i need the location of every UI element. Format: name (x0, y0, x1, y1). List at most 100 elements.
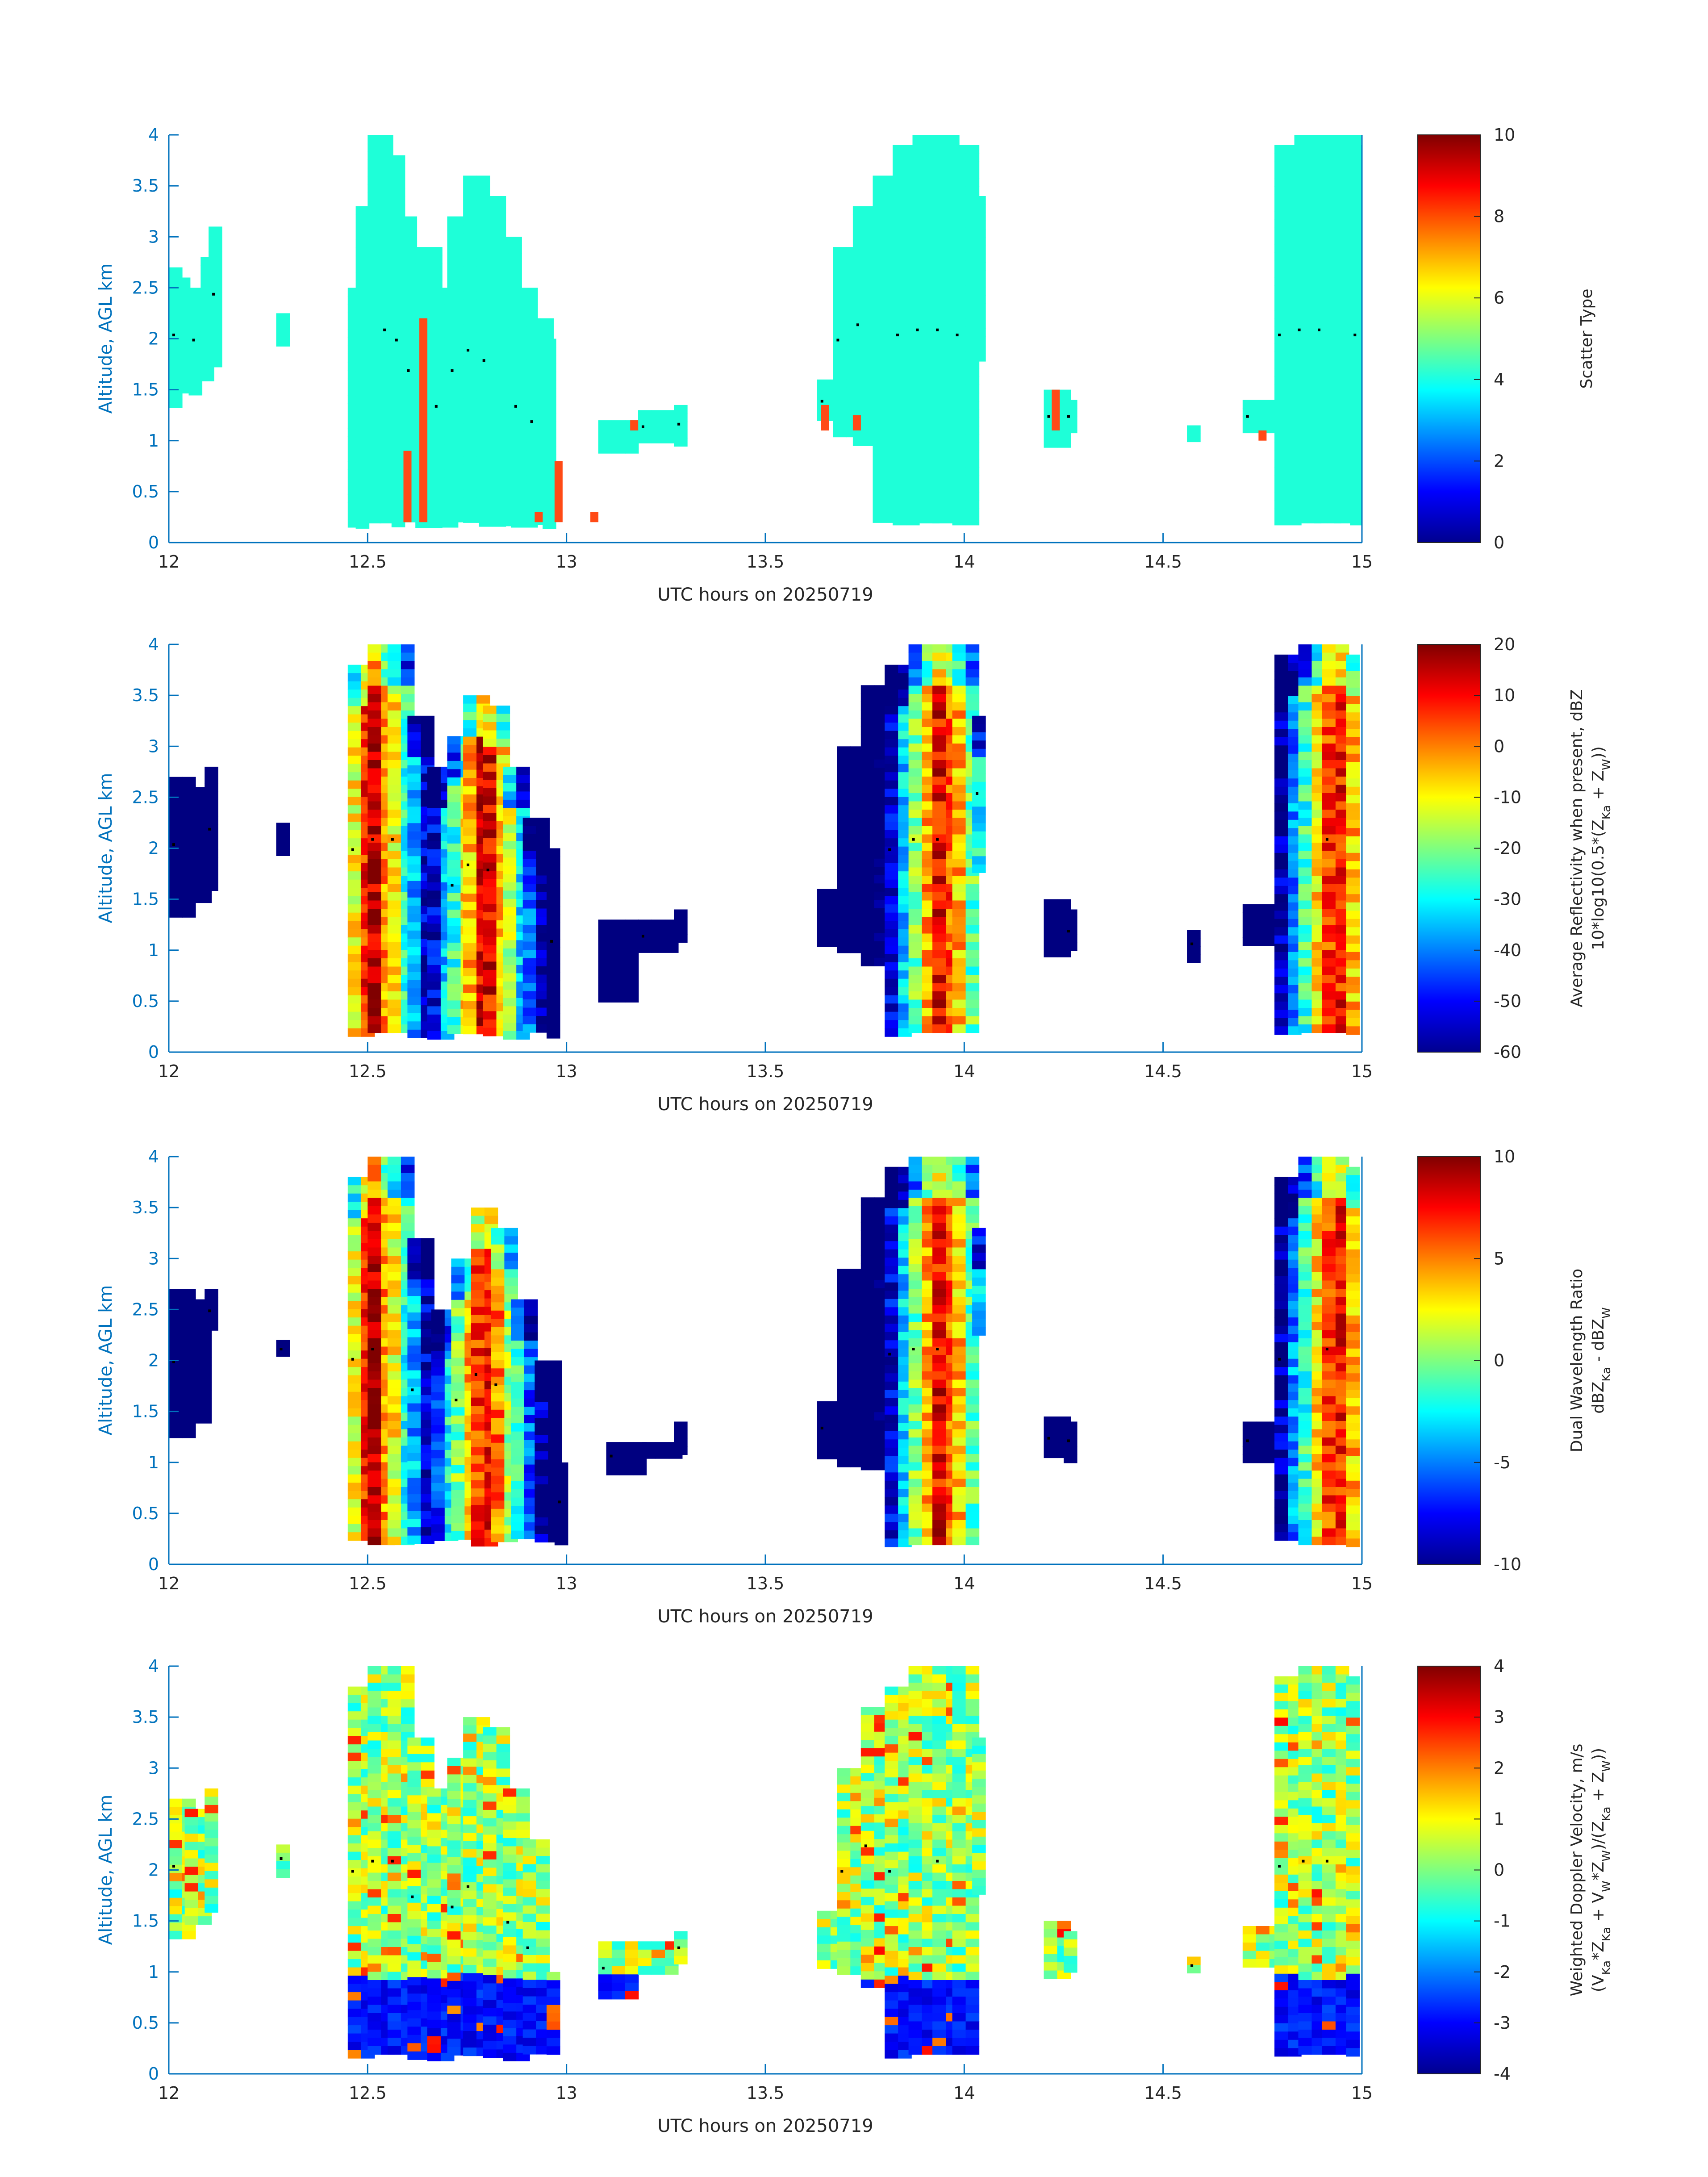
heatmap-cell (367, 892, 381, 901)
heatmap-cell (526, 500, 541, 509)
heatmap-cell (932, 917, 946, 926)
heatmap-cell (1314, 482, 1328, 491)
heatmap-cell (169, 859, 183, 868)
heatmap-cell (1311, 925, 1326, 934)
heatmap-cell (548, 1393, 562, 1402)
heatmap-cell (176, 327, 191, 336)
heatmap-cell (922, 727, 936, 736)
heatmap-cell (355, 288, 370, 297)
heatmap-cell (1334, 284, 1348, 292)
heatmap-cell (387, 1264, 401, 1273)
heatmap-cell (463, 786, 477, 795)
heatmap-cell (922, 983, 936, 992)
heatmap-cell (1294, 201, 1308, 210)
heatmap-cell (912, 490, 927, 499)
heatmap-cell (347, 689, 362, 698)
heatmap-cell (1274, 819, 1288, 828)
heatmap-cell (873, 497, 887, 506)
heatmap-cell (874, 751, 888, 760)
precip-dot (451, 884, 454, 887)
heatmap-cell (447, 266, 461, 275)
heatmap-cell (972, 295, 986, 304)
heatmap-cell (169, 399, 183, 408)
heatmap-cell (952, 161, 966, 170)
heatmap-cell (1274, 475, 1288, 484)
heatmap-cell (524, 1349, 538, 1358)
heatmap-cell (1322, 744, 1336, 752)
heatmap-cell (1350, 442, 1362, 451)
heatmap-cell (169, 1363, 183, 1372)
precip-dot (1353, 334, 1357, 337)
heatmap-cell (522, 818, 537, 827)
heatmap-cell (471, 1257, 485, 1266)
precip-dot (395, 338, 398, 342)
heatmap-cell (536, 991, 550, 1000)
heatmap-cell (885, 714, 898, 723)
heatmap-cell (483, 1019, 497, 1028)
heatmap-cell (451, 1514, 465, 1523)
y-tick-label: 2 (148, 329, 159, 349)
heatmap-cell (347, 995, 362, 1004)
heatmap-cell (874, 900, 888, 909)
heatmap-cell (860, 1271, 875, 1280)
heatmap-cell (391, 337, 405, 346)
heatmap-cell (367, 1272, 381, 1281)
heatmap-cell (912, 416, 927, 425)
heatmap-cell (491, 1500, 505, 1509)
heatmap-cell (387, 801, 401, 810)
colorbar-tick-label: 10 (1494, 685, 1515, 705)
heatmap-cell (367, 440, 381, 449)
heatmap-cell (447, 951, 461, 960)
heatmap-cell (932, 652, 946, 661)
heatmap-cell (1064, 909, 1077, 918)
heatmap-cell (873, 233, 887, 242)
heatmap-cell (511, 1299, 525, 1308)
heatmap-cell (503, 849, 517, 858)
heatmap-cell (535, 1468, 548, 1477)
heatmap-cell (1274, 393, 1288, 401)
heatmap-cell (169, 901, 183, 910)
heatmap-cell (463, 1001, 477, 1010)
heatmap-cell (912, 374, 927, 383)
heatmap-cell (367, 834, 381, 843)
heatmap-cell (1322, 983, 1336, 992)
heatmap-cell (1288, 977, 1302, 986)
heatmap-cell (547, 1030, 560, 1039)
heatmap-cell (922, 702, 936, 711)
heatmap-cell (1256, 400, 1270, 409)
heatmap-cell (898, 673, 912, 682)
heatmap-cell (184, 836, 199, 845)
heatmap-cell (932, 292, 946, 301)
heatmap-cell (431, 420, 445, 429)
heatmap-cell (874, 1238, 888, 1247)
heatmap-cell (209, 243, 222, 252)
heatmap-cell (463, 753, 477, 762)
heatmap-cell (526, 343, 541, 352)
heatmap-cell (1274, 654, 1288, 663)
heatmap-cell (638, 928, 652, 936)
heatmap-cell (908, 966, 923, 975)
heatmap-cell (1044, 439, 1058, 448)
heatmap-cell (471, 1439, 485, 1448)
heatmap-cell (1322, 1024, 1336, 1033)
heatmap-cell (850, 1384, 864, 1393)
heatmap-cell (524, 1423, 538, 1432)
heatmap-cell (367, 374, 381, 383)
heatmap-cell (1298, 727, 1312, 736)
heatmap-cell (511, 469, 525, 478)
heatmap-cell (1298, 826, 1312, 835)
heatmap-cell (1335, 917, 1349, 926)
heatmap-cell (479, 386, 493, 395)
heatmap-cell (276, 847, 290, 856)
heatmap-cell (1274, 1010, 1288, 1019)
colorbar-tick-label: 10 (1494, 125, 1515, 145)
heatmap-cell (850, 903, 864, 912)
heatmap-cell (885, 1480, 898, 1489)
heatmap-cell (898, 1258, 912, 1266)
heatmap-cell (1346, 993, 1360, 1002)
heatmap-cell (547, 881, 560, 890)
heatmap-cell (391, 411, 405, 420)
heatmap-cell (504, 1228, 518, 1237)
heatmap-cell (1346, 877, 1360, 886)
heatmap-cell (598, 428, 612, 437)
